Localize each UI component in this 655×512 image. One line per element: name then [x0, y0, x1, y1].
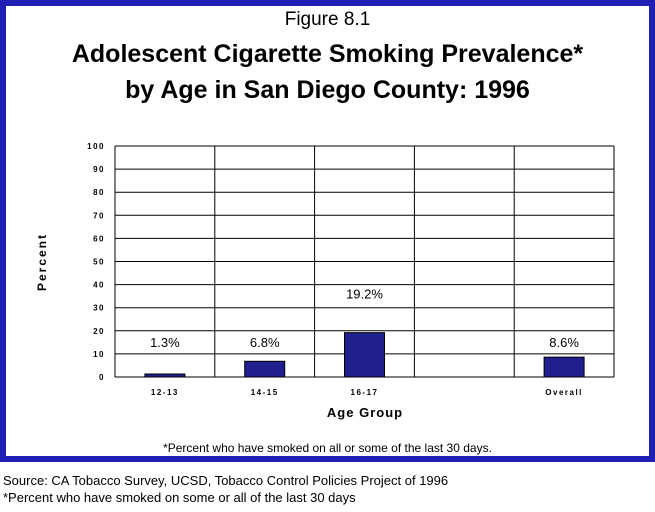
y-tick-label: 40: [93, 281, 105, 290]
data-label: 6.8%: [250, 335, 280, 350]
bar: [543, 356, 585, 378]
figure-frame: [0, 0, 655, 462]
bar: [244, 360, 286, 378]
bar: [144, 373, 186, 378]
x-tick-label: 12-13: [151, 388, 179, 397]
y-tick-label: 60: [93, 234, 105, 243]
y-tick-label: 10: [93, 350, 105, 359]
y-tick-label: 20: [93, 327, 105, 336]
chart-title-line2: by Age in San Diego County: 1996: [125, 76, 530, 104]
y-tick-labels: 0 10 20 30 40 50 60 70 80 90 100: [87, 142, 105, 382]
y-tick-label: 80: [93, 188, 105, 197]
chart-title-line1: Adolescent Cigarette Smoking Prevalence*: [71, 40, 584, 68]
x-axis-title: Age Group: [327, 405, 403, 420]
x-tick-label: 14-15: [251, 388, 279, 397]
y-tick-label: 50: [93, 258, 105, 267]
figure-label: Figure 8.1: [284, 9, 371, 30]
footnote: *Percent who have smoked on all or some …: [163, 441, 492, 455]
source-line: Source: CA Tobacco Survey, UCSD, Tobacco…: [3, 473, 449, 488]
x-tick-label: 16-17: [351, 388, 379, 397]
y-tick-label: 0: [99, 373, 105, 382]
data-label: 8.6%: [549, 335, 579, 350]
chart-bars: [144, 332, 585, 378]
x-tick-labels: 12-13 14-15 16-17 Overall: [151, 388, 583, 397]
source-footnote: *Percent who have smoked on some or all …: [3, 490, 356, 505]
bar: [344, 332, 385, 378]
data-label: 19.2%: [346, 287, 383, 302]
data-labels: 1.3% 6.8% 19.2% 8.6%: [150, 287, 579, 350]
y-tick-label: 30: [93, 304, 105, 313]
y-tick-label: 90: [93, 165, 105, 174]
y-axis-title: Percent: [35, 233, 49, 291]
data-label: 1.3%: [150, 335, 180, 350]
y-tick-label: 100: [87, 142, 105, 151]
y-tick-label: 70: [93, 211, 105, 220]
x-tick-label: Overall: [545, 388, 583, 397]
